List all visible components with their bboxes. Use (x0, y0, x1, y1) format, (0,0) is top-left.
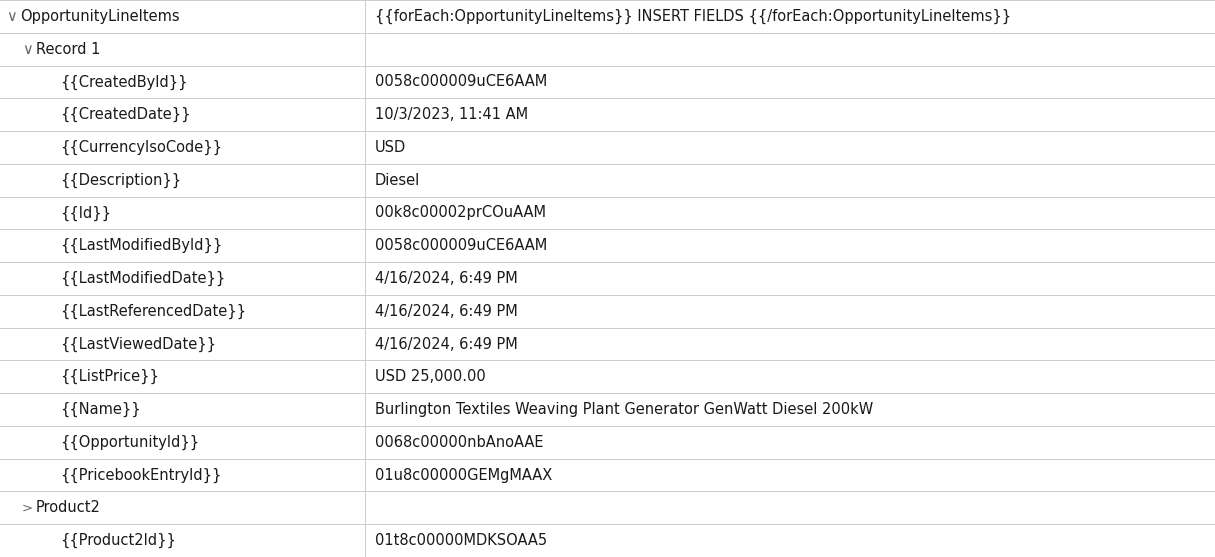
Text: 01t8c00000MDKSOAA5: 01t8c00000MDKSOAA5 (375, 533, 547, 548)
Text: ∨: ∨ (6, 9, 17, 24)
Text: 0058c000009uCE6AAM: 0058c000009uCE6AAM (375, 238, 547, 253)
Text: {{OpportunityId}}: {{OpportunityId}} (60, 434, 199, 450)
Text: Burlington Textiles Weaving Plant Generator GenWatt Diesel 200kW: Burlington Textiles Weaving Plant Genera… (375, 402, 874, 417)
Text: Diesel: Diesel (375, 173, 420, 188)
Text: {{forEach:OpportunityLineItems}} INSERT FIELDS {{/forEach:OpportunityLineItems}}: {{forEach:OpportunityLineItems}} INSERT … (375, 9, 1011, 24)
Text: {{Description}}: {{Description}} (60, 173, 181, 188)
Text: {{LastModifiedById}}: {{LastModifiedById}} (60, 238, 222, 253)
Text: 00k8c00002prCOuAAM: 00k8c00002prCOuAAM (375, 206, 546, 221)
Text: Product2: Product2 (36, 500, 101, 515)
Text: 01u8c00000GEMgMAAX: 01u8c00000GEMgMAAX (375, 467, 553, 482)
Text: Record 1: Record 1 (36, 42, 101, 57)
Text: ∨: ∨ (22, 42, 33, 57)
Text: {{CurrencyIsoCode}}: {{CurrencyIsoCode}} (60, 140, 222, 155)
Text: 0058c000009uCE6AAM: 0058c000009uCE6AAM (375, 75, 547, 90)
Text: {{Name}}: {{Name}} (60, 402, 141, 417)
Text: {{Product2Id}}: {{Product2Id}} (60, 533, 176, 548)
Text: {{LastModifiedDate}}: {{LastModifiedDate}} (60, 271, 225, 286)
Text: 4/16/2024, 6:49 PM: 4/16/2024, 6:49 PM (375, 304, 518, 319)
Text: {{LastViewedDate}}: {{LastViewedDate}} (60, 336, 216, 351)
Text: 10/3/2023, 11:41 AM: 10/3/2023, 11:41 AM (375, 107, 529, 122)
Text: {{LastReferencedDate}}: {{LastReferencedDate}} (60, 304, 245, 319)
Text: {{Id}}: {{Id}} (60, 206, 111, 221)
Text: {{CreatedById}}: {{CreatedById}} (60, 74, 187, 90)
Text: USD: USD (375, 140, 406, 155)
Text: 4/16/2024, 6:49 PM: 4/16/2024, 6:49 PM (375, 336, 518, 351)
Text: {{CreatedDate}}: {{CreatedDate}} (60, 107, 191, 123)
Text: {{PricebookEntryId}}: {{PricebookEntryId}} (60, 467, 221, 483)
Text: 0068c00000nbAnoAAE: 0068c00000nbAnoAAE (375, 435, 543, 450)
Text: {{ListPrice}}: {{ListPrice}} (60, 369, 159, 384)
Text: USD 25,000.00: USD 25,000.00 (375, 369, 486, 384)
Text: OpportunityLineItems: OpportunityLineItems (21, 9, 180, 24)
Text: >: > (22, 501, 33, 514)
Text: 4/16/2024, 6:49 PM: 4/16/2024, 6:49 PM (375, 271, 518, 286)
